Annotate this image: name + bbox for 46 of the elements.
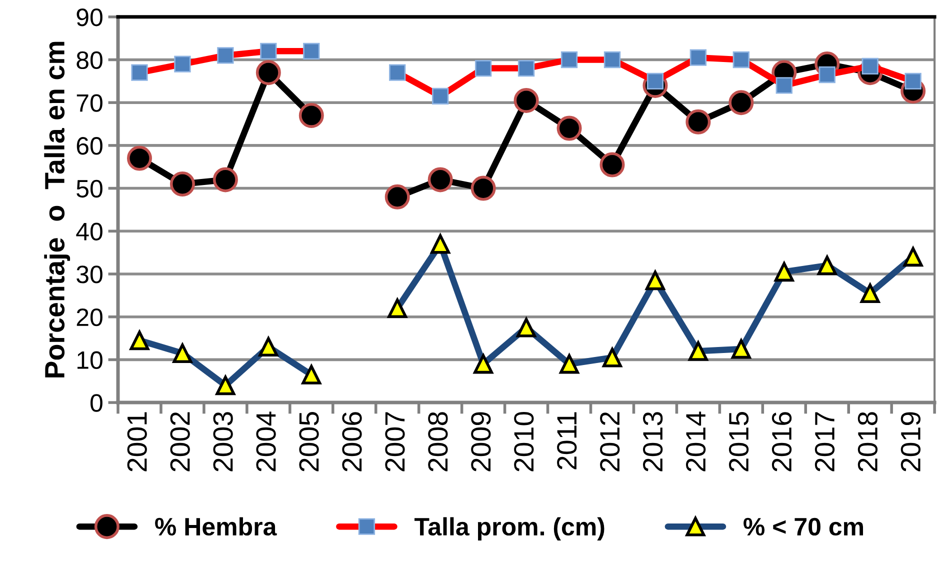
point [126,146,152,171]
x-tick-label: 2011 [557,412,577,470]
y-tick-label: 10 [78,351,102,369]
x-tick-label: 2007 [385,412,405,472]
x-tick-label: 2012 [600,412,620,472]
x-tick-label: 2010 [514,412,534,472]
y-tick-label: 90 [76,8,102,26]
point [470,176,496,201]
point [556,116,582,141]
y-tick-label: 60 [76,137,102,155]
point [384,184,410,210]
x-tick-label: 2001 [127,412,147,472]
x-tick-label: 2005 [299,412,319,472]
point [298,102,324,128]
y-tick-label: 0 [90,394,102,412]
x-tick-label: 2002 [170,412,190,472]
x-tick-label: 2015 [728,412,749,472]
point [212,167,238,192]
x-tick-label: 2003 [213,412,233,472]
x-tick-label: 2018 [858,412,878,472]
y-tick-label: 30 [76,266,102,284]
point [256,60,281,86]
x-tick-label: 2019 [900,412,921,472]
legend-label: Talla prom. (cm) [414,517,604,540]
point [514,88,539,113]
point [170,172,195,197]
legend-label: % Hembra [155,517,277,536]
y-tick-label: 80 [76,51,102,70]
y-tick-label: 40 [76,222,102,240]
x-tick-label: 2013 [642,412,663,472]
point [428,167,453,192]
y-tick-label: 20 [76,308,102,326]
legend-label: % < 70 cm [744,518,864,536]
y-tick-label: 70 [76,94,102,112]
x-tick-label: 2004 [256,412,276,472]
x-tick-label: 2014 [686,412,706,472]
x-tick-label: 2017 [814,412,835,472]
x-tick-label: 2008 [428,412,448,472]
x-tick-label: 2009 [471,412,491,472]
y-tick-label: 50 [76,180,102,198]
x-tick-label: 2016 [772,412,792,472]
point [728,90,754,116]
y-axis-title: Porcentaje o Talla en cm [44,42,70,378]
x-tick-label: 2006 [342,412,362,472]
point [686,109,711,134]
point [600,152,625,178]
